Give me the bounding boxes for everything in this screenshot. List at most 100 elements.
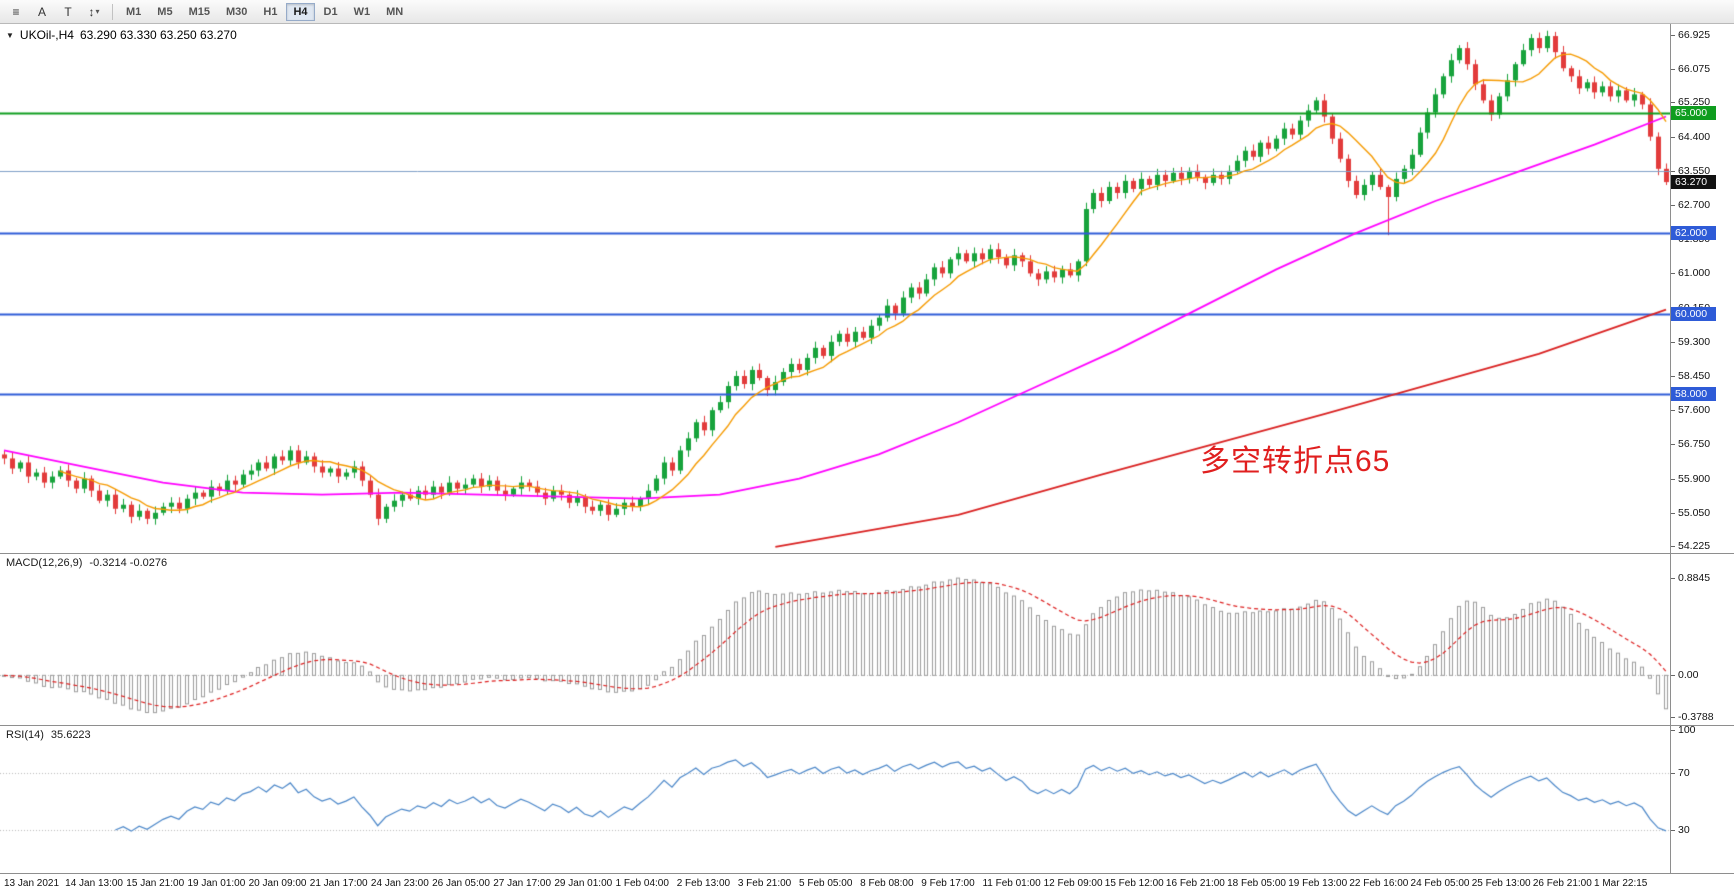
timeframe-button-d1[interactable]: D1 — [317, 3, 345, 21]
price-axis-label: 61.000 — [1678, 267, 1711, 280]
chart-window-icon: ≡ — [12, 4, 20, 19]
time-axis-label: 2 Feb 13:00 — [676, 878, 731, 889]
price-axis-label: 66.925 — [1678, 29, 1711, 42]
text-label-icon: T — [64, 4, 72, 19]
time-axis-label: 18 Feb 05:00 — [1227, 878, 1286, 889]
rsi-axis-label: 30 — [1678, 824, 1690, 837]
price-axis-label-tick — [1671, 410, 1675, 412]
time-axis-label: 11 Feb 01:00 — [982, 878, 1041, 889]
macd-panel: 0.8845 0.00 -0.3788 MACD(12,26,9) -0.3214 … — [0, 554, 1734, 726]
toolbar-divider — [112, 3, 113, 20]
timeframe-button-m15[interactable]: M15 — [182, 3, 217, 21]
rsi-axis-label-tick — [1671, 773, 1675, 775]
price-axis-label-tick — [1671, 375, 1675, 377]
time-axis-label: 27 Jan 17:00 — [493, 878, 552, 889]
price-axis[interactable]: 66.92566.07565.25064.40063.55062.70061.8… — [1670, 24, 1734, 553]
time-axis-label: 19 Feb 13:00 — [1288, 878, 1348, 889]
time-axis-label: 1 Feb 04:00 — [615, 878, 669, 889]
timeframe-button-h4[interactable]: H4 — [286, 2, 315, 21]
macd-axis[interactable]: 0.8845 0.00 -0.3788 — [1670, 554, 1734, 725]
arrow-style-icon: A — [37, 4, 46, 19]
time-axis-label: 26 Feb 21:00 — [1532, 878, 1592, 889]
time-axis-label: 12 Feb 09:00 — [1043, 878, 1103, 889]
rsi-panel: 100 70 30 RSI(14) 35.6223 — [0, 726, 1734, 874]
macd-axis-label: -0.3788 — [1678, 711, 1714, 724]
time-axis-label: 24 Feb 05:00 — [1410, 878, 1470, 889]
timeframe-button-m1[interactable]: M1 — [119, 3, 148, 21]
price-axis-label-tick — [1671, 35, 1675, 37]
timeframe-group: M1 M5 M15 M30 H1 H4 D1 W1 MN — [119, 2, 410, 21]
rsi-axis-label: 100 — [1678, 726, 1696, 737]
text-label-button[interactable]: T — [56, 2, 80, 22]
price-axis-label-tick — [1671, 69, 1675, 71]
level-price-badge: 60.000 — [1671, 306, 1716, 321]
price-axis-label: 65.250 — [1678, 96, 1711, 109]
tool-group: ≡ A T ↕ ▾ — [4, 2, 106, 22]
time-axis-label: 19 Jan 01:00 — [187, 878, 246, 889]
time-axis[interactable]: 13 Jan 2021 14 Jan 13:00 15 Jan 21:00 19 Ja… — [0, 874, 1734, 894]
timeframe-button-h1[interactable]: H1 — [256, 3, 284, 21]
price-axis-label-tick — [1671, 273, 1675, 275]
time-axis-label: 25 Feb 13:00 — [1471, 878, 1531, 889]
time-axis-label: 24 Jan 23:00 — [370, 878, 429, 889]
time-axis-label: 15 Feb 12:00 — [1104, 878, 1164, 889]
price-chart-canvas[interactable] — [0, 24, 1670, 553]
price-axis-label: 55.050 — [1678, 506, 1711, 519]
rsi-axis-label-tick — [1671, 730, 1675, 732]
rsi-axis[interactable]: 100 70 30 — [1670, 726, 1734, 873]
price-axis-label: 55.900 — [1678, 472, 1711, 485]
time-axis-label: 16 Feb 21:00 — [1165, 878, 1225, 889]
time-axis-label: 15 Jan 21:00 — [126, 878, 185, 889]
time-axis-label: 21 Jan 17:00 — [309, 878, 368, 889]
price-axis-label-tick — [1671, 478, 1675, 480]
dropdown-caret-icon: ▾ — [95, 7, 100, 16]
timeframe-button-m5[interactable]: M5 — [150, 3, 179, 21]
price-axis-label: 63.550 — [1678, 164, 1711, 177]
macd-axis-label-tick — [1671, 717, 1675, 719]
price-axis-label: 56.750 — [1678, 438, 1711, 451]
price-axis-label: 62.700 — [1678, 199, 1711, 212]
timeframe-button-mn[interactable]: MN — [379, 3, 410, 21]
price-axis-label-tick — [1671, 444, 1675, 446]
rsi-axis-label-tick — [1671, 830, 1675, 832]
price-axis-label-tick — [1671, 512, 1675, 514]
arrow-style-button[interactable]: A — [30, 2, 54, 22]
timeframe-button-w1[interactable]: W1 — [347, 3, 378, 21]
level-price-badge: 58.000 — [1671, 387, 1716, 402]
rsi-axis-label: 70 — [1678, 767, 1690, 780]
time-axis-label: 9 Feb 17:00 — [921, 878, 975, 889]
time-axis-label: 5 Feb 05:00 — [799, 878, 853, 889]
time-axis-label: 13 Jan 2021 — [4, 878, 60, 889]
level-price-badge: 65.000 — [1671, 105, 1716, 120]
price-axis-label-tick — [1671, 205, 1675, 207]
current-price-badge: 63.270 — [1671, 175, 1716, 190]
time-axis-label: 8 Feb 08:00 — [860, 878, 914, 889]
time-axis-label: 29 Jan 01:00 — [554, 878, 613, 889]
price-axis-label: 64.400 — [1678, 130, 1711, 143]
price-axis-label-tick — [1671, 170, 1675, 172]
time-axis-label: 14 Jan 13:00 — [65, 878, 123, 889]
time-axis-label: 3 Feb 21:00 — [737, 878, 792, 889]
chart-window-button[interactable]: ≡ — [4, 2, 28, 22]
scale-mode-icon: ↕ — [88, 4, 95, 19]
time-axis-label: 20 Jan 09:00 — [248, 878, 307, 889]
macd-axis-label-tick — [1671, 577, 1675, 579]
price-axis-label-tick — [1671, 545, 1675, 547]
macd-axis-label: 0.00 — [1678, 669, 1699, 682]
price-axis-label-tick — [1671, 136, 1675, 138]
toolbar: ≡ A T ↕ ▾ M1 M5 M15 M30 H1 H4 D1 W1 MN — [0, 0, 1734, 24]
macd-axis-label-tick — [1671, 675, 1675, 677]
timeframe-button-m30[interactable]: M30 — [219, 3, 254, 21]
price-axis-label-tick — [1671, 341, 1675, 343]
main-chart-panel: 66.92566.07565.25064.40063.55062.70061.8… — [0, 24, 1734, 554]
scale-mode-button[interactable]: ↕ ▾ — [82, 2, 106, 22]
time-axis-label: 26 Jan 05:00 — [432, 878, 490, 889]
time-axis-label: 1 Mar 22:15 — [1594, 878, 1648, 889]
price-axis-label-tick — [1671, 102, 1675, 104]
time-axis-label: 22 Feb 16:00 — [1349, 878, 1409, 889]
price-axis-label: 57.600 — [1678, 404, 1711, 417]
price-axis-label: 54.225 — [1678, 539, 1711, 552]
macd-canvas[interactable] — [0, 554, 1670, 725]
rsi-canvas[interactable] — [0, 726, 1670, 873]
